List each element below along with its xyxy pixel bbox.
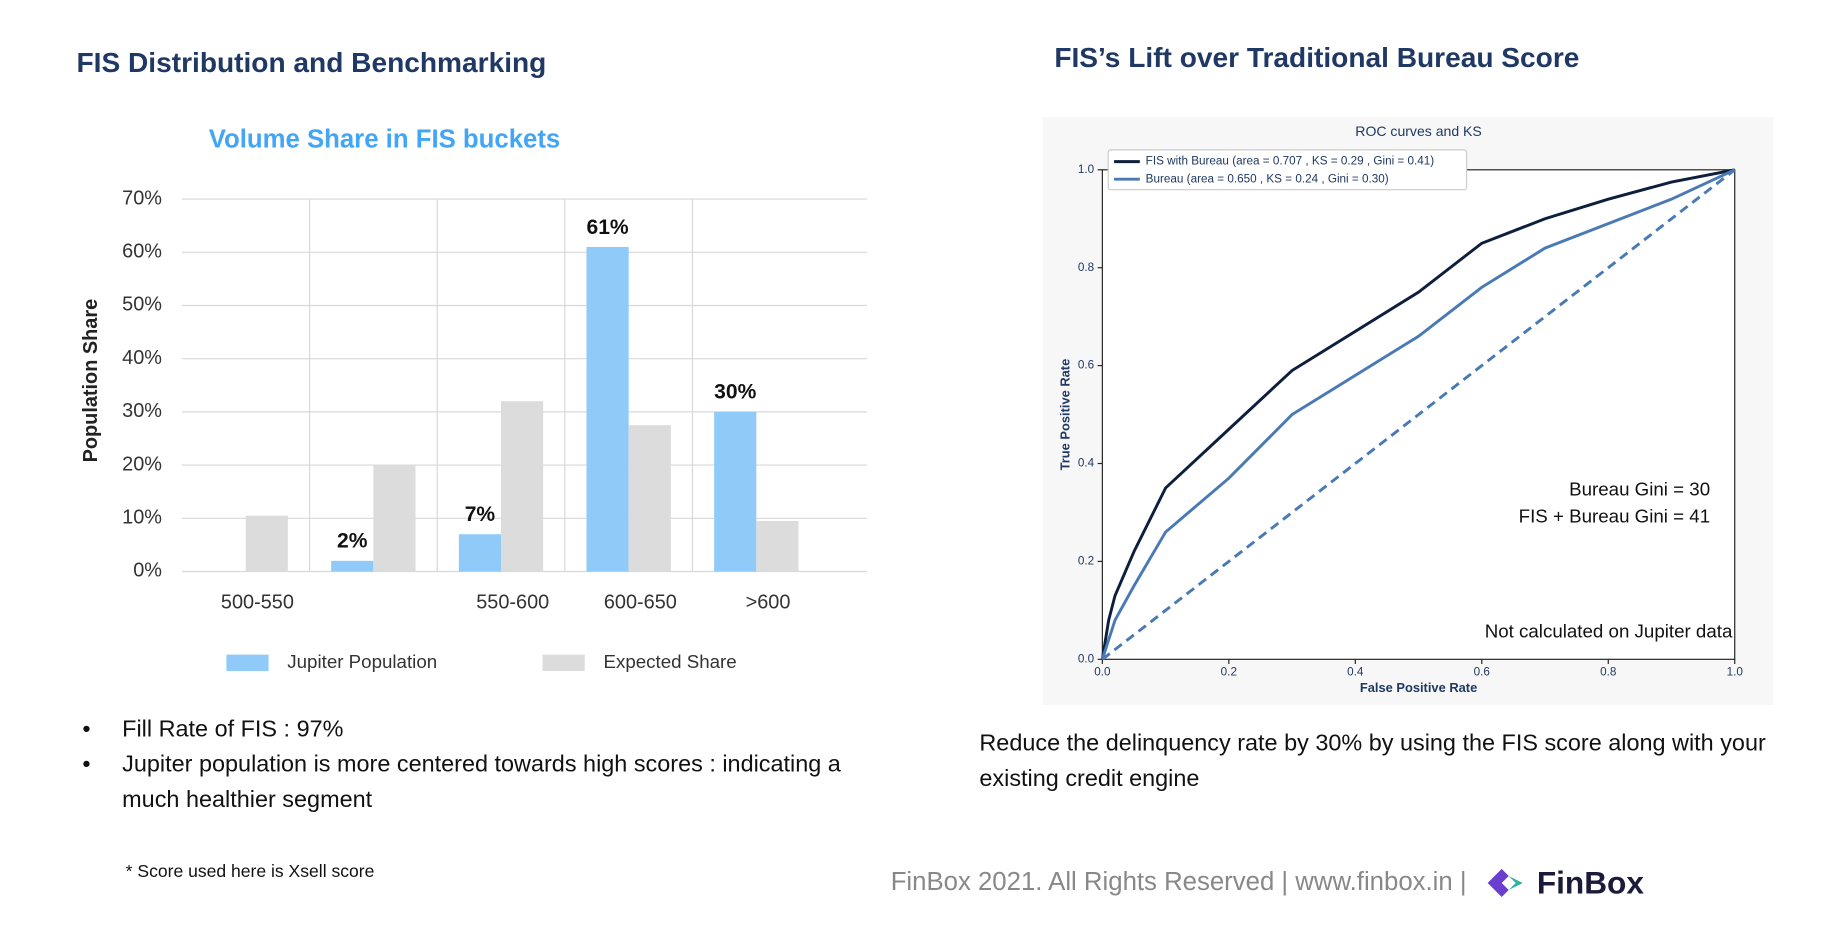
x-tick-label: 0.4 — [1347, 665, 1364, 678]
y-axis-label: Population Share — [80, 299, 102, 463]
bar — [373, 465, 416, 572]
y-axis-label: True Positive Rate — [1057, 359, 1072, 471]
bar — [756, 520, 799, 572]
x-tick-label: 0.0 — [1094, 665, 1111, 678]
chart-title: Volume Share in FIS buckets — [209, 125, 561, 153]
data-label: 61% — [587, 216, 629, 239]
chart-title: ROC curves and KS — [1355, 123, 1481, 139]
annotation: FIS + Bureau Gini = 41 — [1519, 506, 1710, 527]
x-axis-label: False Positive Rate — [1360, 680, 1477, 695]
x-tick-label: 1.0 — [1727, 665, 1744, 678]
y-tick-label: 70% — [122, 187, 162, 209]
bullet: Fill Rate of FIS : 97% — [122, 716, 344, 743]
y-tick-label: 20% — [122, 453, 162, 475]
bar — [331, 560, 374, 572]
y-tick-label: 0.6 — [1078, 359, 1094, 372]
y-tick-label: 40% — [122, 347, 162, 369]
legend-swatch — [226, 654, 269, 672]
left-heading: FIS Distribution and Benchmarking — [77, 47, 547, 78]
data-label: 30% — [714, 381, 756, 404]
legend-label: Bureau (area = 0.650 , KS = 0.24 , Gini … — [1146, 172, 1389, 185]
y-tick-label: 0.2 — [1078, 555, 1094, 568]
bullet: Jupiter population is more centered towa… — [122, 751, 841, 813]
bar — [245, 515, 288, 572]
right-text-box: Reduce the delinquency rate by 30% by us… — [979, 730, 1766, 792]
annotation: Not calculated on Jupiter data — [1485, 620, 1733, 641]
bar — [501, 401, 544, 572]
y-tick-label: 30% — [122, 400, 162, 422]
y-tick-label: 10% — [122, 507, 162, 529]
data-label: 7% — [465, 503, 496, 526]
y-tick-label: 50% — [122, 294, 162, 316]
roc-line — [1100, 168, 1736, 660]
bar — [458, 534, 502, 572]
x-tick-label: 0.6 — [1474, 665, 1490, 678]
x-tick-label: 600-650 — [604, 591, 677, 613]
legend-label: FIS with Bureau (area = 0.707 , KS = 0.2… — [1146, 155, 1435, 168]
data-label: 2% — [337, 530, 368, 553]
legend-label: Jupiter Population — [287, 651, 437, 672]
x-tick-label: 550-600 — [476, 591, 549, 613]
annotation: Bureau Gini = 30 — [1569, 479, 1710, 500]
legend-swatch — [542, 654, 585, 672]
y-tick-label: 0.0 — [1078, 652, 1095, 665]
bar — [628, 425, 671, 572]
logo-text: FinBox — [1537, 865, 1645, 901]
x-tick-label: 0.8 — [1600, 665, 1616, 678]
right-text: Reduce the delinquency rate by 30% by us… — [979, 730, 1766, 792]
bar — [714, 411, 757, 572]
right-heading: FIS’s Lift over Traditional Bureau Score — [1054, 42, 1579, 73]
x-tick-label: >600 — [746, 591, 791, 613]
note: * Score used here is Xsell score — [126, 861, 375, 881]
bullets: • Fill Rate of FIS : 97% • Jupiter populat… — [82, 716, 841, 813]
y-tick-label: 1.0 — [1078, 163, 1095, 176]
legend-label: Expected Share — [603, 651, 736, 672]
y-tick-label: 0.4 — [1078, 457, 1095, 470]
y-tick-label: 60% — [122, 241, 162, 263]
chance-line — [1101, 168, 1736, 661]
y-tick-label: 0% — [133, 560, 162, 582]
legend-box — [1107, 149, 1468, 191]
roc-line — [1100, 168, 1736, 660]
x-tick-label: 500-550 — [221, 591, 294, 613]
y-tick-label: 0.8 — [1078, 261, 1094, 274]
logo-icon — [1487, 868, 1523, 898]
x-tick-label: 0.2 — [1221, 665, 1237, 678]
footer: FinBox 2021. All Rights Reserved | www.f… — [891, 868, 1467, 896]
bar — [586, 246, 629, 572]
